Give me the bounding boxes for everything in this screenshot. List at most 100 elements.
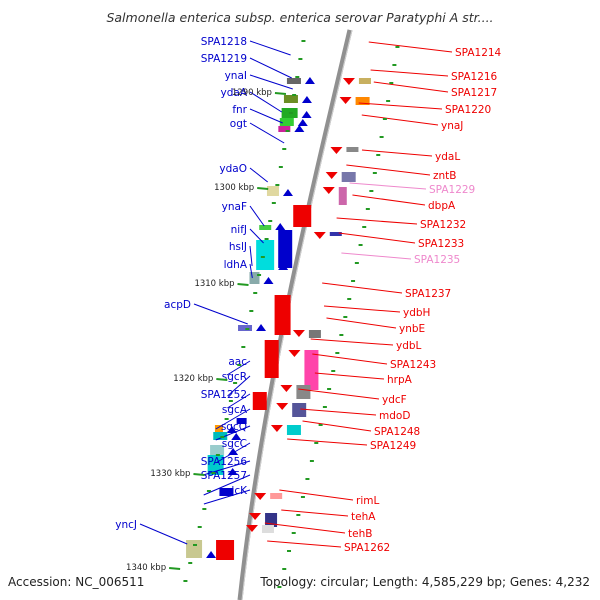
kbp-tick-label: 1340 kbp xyxy=(126,563,166,573)
gene-block-forward xyxy=(278,230,293,268)
gene-block-forward xyxy=(186,540,203,558)
gene-label-forward: SPA1257 xyxy=(201,470,247,482)
kbp-tick-label: 1300 kbp xyxy=(214,183,254,193)
gene-arrow-forward xyxy=(294,125,305,132)
minor-tick xyxy=(322,406,327,408)
kbp-tick-label: 1310 kbp xyxy=(194,279,234,289)
minor-tick xyxy=(253,292,258,294)
minor-tick xyxy=(271,202,276,204)
leader-line-reverse xyxy=(352,194,426,206)
gene-block-forward xyxy=(279,118,294,126)
label-leader-lines: SPA1218 SPA1219 ynaI ydaA fnr ogt ydaO ynaF nifJ… xyxy=(115,36,501,554)
minor-tick xyxy=(206,490,211,492)
gene-label-forward: hslJ xyxy=(229,241,247,253)
leader-line-forward xyxy=(139,523,188,545)
minor-tick xyxy=(188,562,193,564)
gene-block-forward xyxy=(249,272,260,284)
gene-block-forward xyxy=(259,225,272,230)
gene-block-reverse xyxy=(286,425,301,435)
leader-line-reverse xyxy=(314,372,385,380)
kbp-tick-label: 1320 kbp xyxy=(173,374,213,384)
gene-block-forward xyxy=(219,488,234,496)
leader-line-reverse xyxy=(326,317,397,329)
gene-block-reverse xyxy=(293,205,312,227)
gene-label-reverse: ynaJ xyxy=(441,120,463,132)
leader-line-forward xyxy=(203,460,251,476)
leader-line-reverse xyxy=(267,540,342,548)
leader-line-reverse xyxy=(358,102,443,110)
minor-tick xyxy=(193,544,198,546)
leader-line-reverse xyxy=(322,282,403,294)
minor-tick xyxy=(331,370,336,372)
minor-tick xyxy=(264,238,269,240)
minor-tick xyxy=(278,166,283,168)
gene-block-reverse xyxy=(264,340,279,378)
minor-tick xyxy=(379,136,384,138)
leader-line-forward xyxy=(215,408,251,430)
gene-arrow-reverse xyxy=(249,513,262,520)
gene-label-reverse: SPA1220 xyxy=(445,104,491,116)
gene-label-forward: fnr xyxy=(232,104,247,116)
leader-line-reverse xyxy=(281,509,349,517)
gene-block-forward xyxy=(214,425,223,433)
topology-text: Topology: circular; Length: 4,585,229 bp… xyxy=(259,575,590,589)
minor-tick xyxy=(351,280,356,282)
gene-arrow-forward xyxy=(304,77,315,84)
minor-tick xyxy=(372,172,377,174)
leader-line-reverse xyxy=(323,305,401,313)
minor-tick xyxy=(288,112,293,114)
gene-block-reverse xyxy=(265,513,278,527)
kbp-tick xyxy=(237,283,249,286)
gene-block-forward xyxy=(286,78,301,84)
minor-tick xyxy=(343,316,348,318)
gene-label-forward: sgcA xyxy=(222,404,248,416)
leader-line-reverse xyxy=(361,114,439,126)
minor-tick xyxy=(285,130,290,132)
gene-label-reverse: ydbL xyxy=(396,340,422,352)
gene-arrow-forward xyxy=(227,468,238,475)
minor-tick xyxy=(392,64,397,66)
minor-tick xyxy=(237,364,242,366)
leader-line-forward xyxy=(193,303,248,325)
gene-label-forward: ynaF xyxy=(222,201,247,213)
minor-tick xyxy=(260,256,265,258)
gene-arrow-reverse xyxy=(288,350,301,357)
gene-arrow-forward xyxy=(297,119,308,126)
gene-arrow-reverse xyxy=(280,385,293,392)
minor-tick xyxy=(347,298,352,300)
accession-text: Accession: NC_006511 xyxy=(8,575,144,589)
minor-tick xyxy=(275,184,280,186)
minor-tick xyxy=(358,244,363,246)
minor-tick xyxy=(287,550,292,552)
leader-line-forward xyxy=(249,40,291,56)
leader-line-forward xyxy=(203,474,251,496)
gene-label-reverse: SPA1214 xyxy=(455,47,502,59)
minor-tick xyxy=(369,190,374,192)
leader-line-reverse xyxy=(287,438,368,446)
leader-line-forward xyxy=(215,442,251,464)
leader-line-reverse xyxy=(349,182,427,190)
gene-block-reverse xyxy=(329,232,342,236)
gene-label-forward: SPA1219 xyxy=(201,53,247,65)
minor-tick xyxy=(298,58,303,60)
gene-block-reverse xyxy=(308,330,321,338)
gene-label-reverse: ynbE xyxy=(399,323,425,335)
gene-label-reverse: SPA1217 xyxy=(451,87,497,99)
gene-label-reverse: SPA1243 xyxy=(390,359,436,371)
minor-tick xyxy=(211,472,216,474)
leader-line-reverse xyxy=(279,489,354,501)
leader-line-forward xyxy=(249,108,283,124)
gene-label-forward: ydcK xyxy=(221,485,248,497)
minor-tick xyxy=(282,568,287,570)
leader-line-reverse xyxy=(370,69,449,77)
gene-label-forward: SPA1218 xyxy=(201,36,247,48)
gene-block-reverse xyxy=(296,385,311,399)
minor-tick xyxy=(395,46,400,48)
gene-arrow-reverse xyxy=(325,172,338,179)
gene-arrow-forward xyxy=(228,448,239,455)
gene-block-forward xyxy=(256,240,275,270)
gene-block-reverse xyxy=(261,525,274,533)
leader-line-reverse xyxy=(264,522,346,534)
kbp-tick-label: 1330 kbp xyxy=(150,469,190,479)
gene-block-reverse xyxy=(274,295,291,335)
